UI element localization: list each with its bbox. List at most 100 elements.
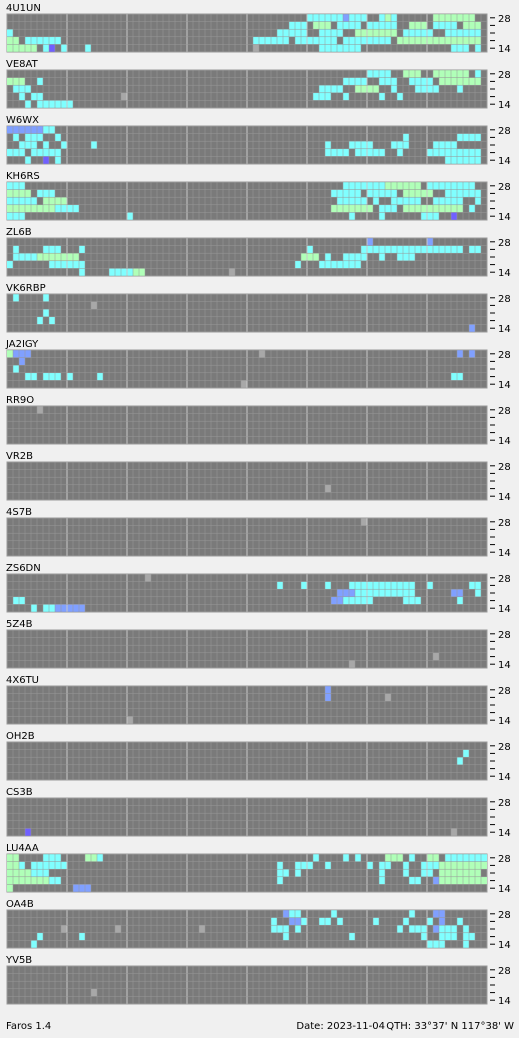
signal-cell <box>439 204 445 213</box>
signal-cell <box>451 869 457 877</box>
signal-cell <box>391 182 397 190</box>
signal-cell <box>349 189 355 198</box>
signal-cell <box>427 182 433 190</box>
signal-cell <box>355 204 361 213</box>
signal-cell <box>19 148 25 157</box>
signal-cell <box>283 869 289 877</box>
band-label-bottom: 14 <box>498 940 511 951</box>
signal-cell <box>301 253 307 261</box>
signal-cell <box>457 876 463 885</box>
signal-cell <box>385 36 391 45</box>
signal-cell <box>397 141 403 149</box>
signal-cell <box>451 44 457 52</box>
signal-cell <box>481 861 487 870</box>
station-callsign: VR2B <box>6 451 33 462</box>
signal-cell <box>295 925 301 933</box>
signal-cell <box>445 189 451 198</box>
signal-cell <box>421 869 427 877</box>
signal-cell <box>415 189 421 198</box>
signal-cell <box>433 652 439 661</box>
signal-cell <box>361 596 367 605</box>
signal-cell <box>469 29 475 37</box>
signal-cell <box>355 260 361 269</box>
signal-cell <box>349 581 355 590</box>
signal-cell <box>25 869 31 877</box>
signal-cell <box>337 197 343 205</box>
signal-cell <box>49 197 55 205</box>
signal-cell <box>19 204 25 213</box>
signal-cell <box>475 581 481 590</box>
signal-cell <box>25 126 31 134</box>
signal-cell <box>409 77 415 86</box>
signal-cell <box>325 92 331 101</box>
signal-cell <box>367 36 373 45</box>
signal-cell <box>445 932 451 941</box>
signal-cell <box>331 189 337 198</box>
signal-cell <box>439 77 445 86</box>
signal-cell <box>415 876 421 885</box>
signal-cell <box>355 189 361 198</box>
signal-cell <box>475 589 481 597</box>
signal-cell <box>409 253 415 261</box>
signal-cell <box>469 189 475 198</box>
signal-cell <box>79 884 85 892</box>
signal-cell <box>421 212 427 220</box>
signal-cell <box>133 268 139 276</box>
signal-cell <box>427 238 433 246</box>
signal-cell <box>55 204 61 213</box>
band-label-top: 28 <box>498 686 511 697</box>
signal-cell <box>283 910 289 918</box>
signal-cell <box>277 36 283 45</box>
signal-cell <box>409 596 415 605</box>
signal-cell <box>385 693 391 702</box>
signal-cell <box>403 581 409 590</box>
signal-cell <box>31 92 37 101</box>
signal-cell <box>445 148 451 157</box>
signal-cell <box>373 21 379 30</box>
band-label-bottom: 14 <box>498 212 511 223</box>
signal-cell <box>439 932 445 941</box>
signal-cell <box>31 141 37 149</box>
signal-cell <box>319 36 325 45</box>
signal-cell <box>343 260 349 269</box>
signal-cell <box>31 861 37 870</box>
signal-cell <box>439 869 445 877</box>
signal-cell <box>421 245 427 254</box>
signal-cell <box>457 29 463 37</box>
band-label-bottom: 14 <box>498 100 511 111</box>
signal-cell <box>253 36 259 45</box>
band-label-bottom: 14 <box>498 884 511 895</box>
signal-cell <box>415 21 421 30</box>
signal-cell <box>421 932 427 941</box>
signal-cell <box>385 245 391 254</box>
signal-cell <box>451 156 457 164</box>
signal-cell <box>385 581 391 590</box>
signal-cell <box>37 36 43 45</box>
signal-cell <box>319 14 325 22</box>
signal-cell <box>361 85 367 93</box>
signal-cell <box>289 21 295 30</box>
signal-cell <box>391 189 397 198</box>
signal-cell <box>7 126 13 134</box>
signal-cell <box>55 253 61 261</box>
signal-cell <box>355 148 361 157</box>
signal-cell <box>307 14 313 22</box>
signal-cell <box>457 77 463 86</box>
signal-cell <box>277 869 283 877</box>
signal-cell <box>313 92 319 101</box>
signal-cell <box>79 245 85 254</box>
signal-cell <box>43 126 49 134</box>
signal-cell <box>55 133 61 142</box>
signal-cell <box>403 197 409 205</box>
signal-cell <box>451 182 457 190</box>
date: Date: 2023-11-04 <box>296 1021 385 1032</box>
signal-cell <box>325 21 331 30</box>
signal-cell <box>439 245 445 254</box>
signal-cell <box>409 910 415 918</box>
signal-cell <box>337 204 343 213</box>
signal-cell <box>43 854 49 862</box>
signal-cell <box>403 29 409 37</box>
signal-cell <box>343 589 349 597</box>
signal-cell <box>433 14 439 22</box>
signal-cell <box>403 596 409 605</box>
